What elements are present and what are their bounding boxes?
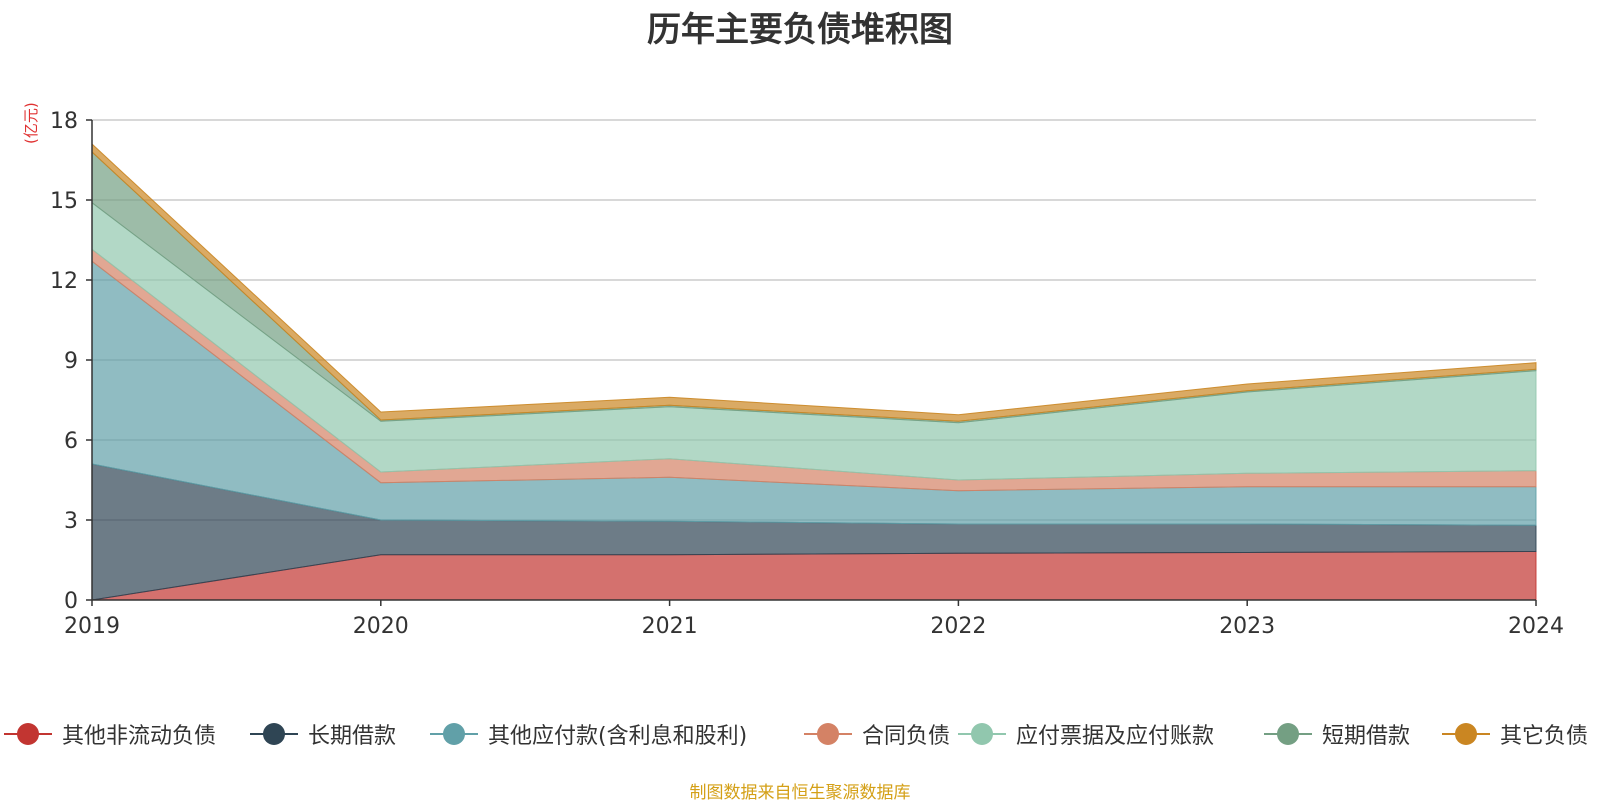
y-tick-label: 12 (50, 269, 78, 294)
x-tick-label: 2021 (642, 614, 698, 639)
y-tick-label: 18 (50, 109, 78, 134)
legend-item[interactable]: 其他非流动负债 (2, 716, 216, 752)
legend-marker-icon (956, 716, 1008, 752)
y-tick-label: 9 (64, 349, 78, 374)
legend-marker-icon (2, 716, 54, 752)
y-tick-label: 3 (64, 509, 78, 534)
legend-label: 应付票据及应付账款 (1016, 724, 1215, 749)
legend-label: 其他非流动负债 (62, 724, 217, 749)
x-tick-label: 2022 (930, 614, 986, 639)
legend-marker-icon (248, 716, 300, 752)
legend-item[interactable]: 应付票据及应付账款 (956, 716, 1214, 752)
legend-label: 长期借款 (308, 724, 397, 749)
legend-item[interactable]: 短期借款 (1262, 716, 1410, 752)
legend-item[interactable]: 其它负债 (1440, 716, 1588, 752)
x-tick-label: 2020 (353, 614, 409, 639)
y-tick-label: 6 (64, 429, 78, 454)
legend-label: 其它负债 (1500, 724, 1589, 749)
area-series (91, 142, 1537, 422)
legend-marker-icon (1262, 716, 1314, 752)
legend-item[interactable]: 其他应付款(含利息和股利) (428, 716, 747, 752)
y-tick-label: 0 (64, 589, 78, 614)
legend-label: 合同负债 (862, 724, 951, 749)
x-tick-label: 2024 (1508, 614, 1564, 639)
legend-label: 其他应付款(含利息和股利) (488, 724, 748, 749)
chart-legend: 其他非流动负债 长期借款 其他应付款(含利息和股利) 合同负债 应付票据及应付账款 短期借… (0, 716, 1600, 752)
legend-item[interactable]: 合同负债 (802, 716, 950, 752)
legend-marker-icon (1440, 716, 1492, 752)
x-tick-label: 2019 (64, 614, 120, 639)
data-source-note: 制图数据来自恒生聚源数据库 (689, 783, 911, 803)
y-tick-label: 15 (50, 189, 78, 214)
legend-label: 短期借款 (1322, 724, 1411, 749)
chart-title: 历年主要负债堆积图 (647, 10, 953, 50)
legend-item[interactable]: 长期借款 (248, 716, 396, 752)
legend-marker-icon (802, 716, 854, 752)
x-tick-label: 2023 (1219, 614, 1275, 639)
legend-marker-icon (428, 716, 480, 752)
